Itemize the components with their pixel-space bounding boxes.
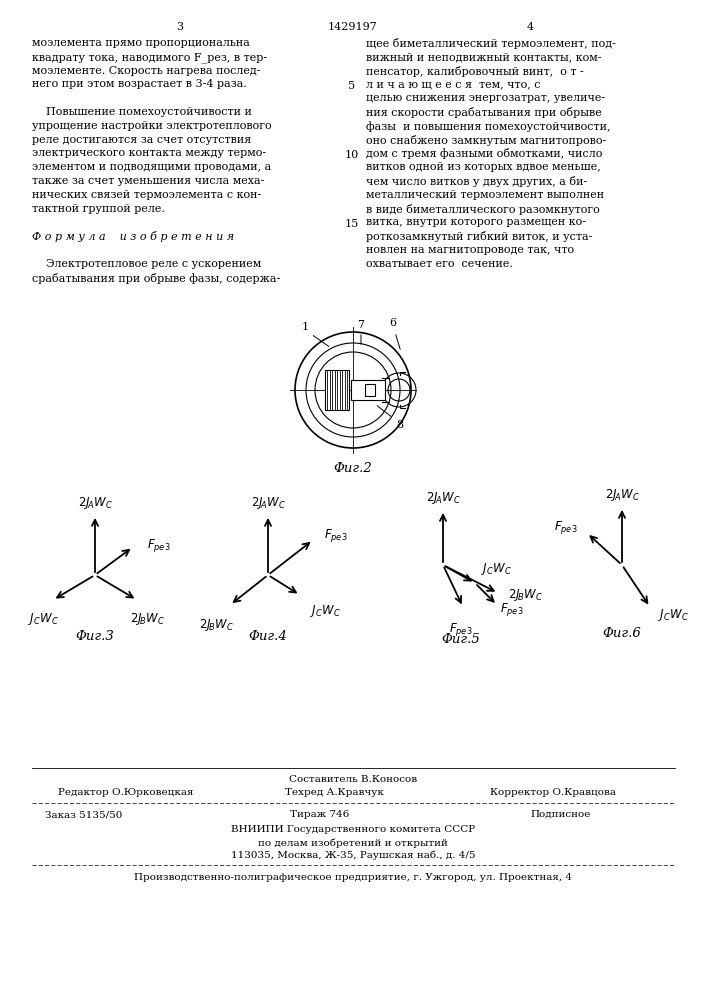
Text: роткозамкнутый гибкий виток, и уста-: роткозамкнутый гибкий виток, и уста- (366, 231, 592, 242)
Text: $2J_{\!A}W_C$: $2J_{\!A}W_C$ (78, 495, 112, 511)
Text: Редактор О.Юрковецкая: Редактор О.Юрковецкая (58, 788, 194, 797)
Text: 3: 3 (177, 22, 184, 32)
Text: ВНИИПИ Государственного комитета СССР: ВНИИПИ Государственного комитета СССР (231, 825, 475, 834)
Text: $J_CW_C$: $J_CW_C$ (481, 561, 512, 577)
Text: чем число витков у двух других, а би-: чем число витков у двух других, а би- (366, 176, 588, 187)
Text: Φиг.2: Φиг.2 (334, 462, 373, 475)
Text: $2J_{\!B}W_C$: $2J_{\!B}W_C$ (508, 587, 543, 603)
Text: упрощение настройки электротеплового: упрощение настройки электротеплового (32, 121, 271, 131)
Text: $2J_{\!A}W_C$: $2J_{\!A}W_C$ (426, 490, 460, 506)
Text: л и ч а ю щ е е с я  тем, что, с: л и ч а ю щ е е с я тем, что, с (366, 79, 540, 89)
Text: Электротепловое реле с ускорением: Электротепловое реле с ускорением (32, 259, 262, 269)
Text: 1: 1 (301, 322, 308, 332)
Text: $F_{pe3}$: $F_{pe3}$ (554, 518, 578, 536)
Text: $2J_{\!B}W_C$: $2J_{\!B}W_C$ (199, 617, 233, 633)
Text: Тираж 746: Тираж 746 (291, 810, 350, 819)
Text: электрического контакта между термо-: электрического контакта между термо- (32, 148, 266, 158)
Text: 10: 10 (345, 150, 359, 160)
Text: моэлементе. Скорость нагрева послед-: моэлементе. Скорость нагрева послед- (32, 66, 260, 76)
Text: Подписное: Подписное (530, 810, 590, 819)
Bar (351, 380, 385, 400)
Text: нических связей термоэлемента с кон-: нических связей термоэлемента с кон- (32, 190, 262, 200)
Text: целью снижения энергозатрат, увеличе-: целью снижения энергозатрат, увеличе- (366, 93, 605, 103)
Text: в виде биметаллического разомкнутого: в виде биметаллического разомкнутого (366, 204, 600, 215)
Text: Ф о р м у л а    и з о б р е т е н и я: Ф о р м у л а и з о б р е т е н и я (32, 231, 234, 242)
Text: 6: 6 (390, 318, 397, 328)
Text: $2J_{\!B}W_C$: $2J_{\!B}W_C$ (129, 611, 165, 627)
Bar (365, 384, 375, 396)
Text: вижный и неподвижный контакты, ком-: вижный и неподвижный контакты, ком- (366, 52, 602, 62)
Text: квадрату тока, наводимого F_рез, в тер-: квадрату тока, наводимого F_рез, в тер- (32, 52, 267, 63)
Text: $2J_{\!A}W_C$: $2J_{\!A}W_C$ (250, 495, 286, 511)
Text: $J_CW_C$: $J_CW_C$ (310, 603, 341, 619)
Text: 4: 4 (527, 22, 534, 32)
Text: $2J_{\!A}W_C$: $2J_{\!A}W_C$ (604, 487, 639, 503)
Text: Φиг.5: Φиг.5 (442, 633, 480, 646)
Text: новлен на магнитопроводе так, что: новлен на магнитопроводе так, что (366, 245, 574, 255)
Text: $F_{pe3}$: $F_{pe3}$ (449, 621, 473, 638)
Text: 5: 5 (349, 81, 356, 91)
Text: 15: 15 (345, 219, 359, 229)
Text: Техред А.Кравчук: Техред А.Кравчук (285, 788, 384, 797)
Text: Корректор О.Кравцова: Корректор О.Кравцова (490, 788, 616, 797)
Text: срабатывания при обрыве фазы, содержа-: срабатывания при обрыве фазы, содержа- (32, 273, 280, 284)
Bar (325, 370, 349, 410)
Text: Φиг.4: Φиг.4 (249, 630, 287, 643)
Text: $J_CW_C$: $J_CW_C$ (28, 611, 59, 627)
Text: реле достигаются за счет отсутствия: реле достигаются за счет отсутствия (32, 135, 251, 145)
Text: 8: 8 (396, 420, 403, 430)
Text: Заказ 5135/50: Заказ 5135/50 (45, 810, 122, 819)
Text: $F_{pe3}$: $F_{pe3}$ (500, 601, 524, 618)
Text: него при этом возрастает в 3-4 раза.: него при этом возрастает в 3-4 раза. (32, 79, 247, 89)
Text: охватывает его  сечение.: охватывает его сечение. (366, 259, 513, 269)
Text: по делам изобретений и открытий: по делам изобретений и открытий (258, 838, 448, 848)
Text: 113035, Москва, Ж-35, Раушская наб., д. 4/5: 113035, Москва, Ж-35, Раушская наб., д. … (230, 851, 475, 860)
Text: дом с тремя фазными обмотками, число: дом с тремя фазными обмотками, число (366, 148, 602, 159)
Text: $J_CW_C$: $J_CW_C$ (658, 607, 689, 623)
Text: Производственно-полиграфическое предприятие, г. Ужгород, ул. Проектная, 4: Производственно-полиграфическое предприя… (134, 873, 572, 882)
Text: фазы  и повышения помехоустойчивости,: фазы и повышения помехоустойчивости, (366, 121, 611, 132)
Text: тактной группой реле.: тактной группой реле. (32, 204, 165, 214)
Text: оно снабжено замкнутым магнитопрово-: оно снабжено замкнутым магнитопрово- (366, 135, 606, 146)
Text: витков одной из которых вдвое меньше,: витков одной из которых вдвое меньше, (366, 162, 601, 172)
Text: Повышение помехоустойчивости и: Повышение помехоустойчивости и (32, 107, 252, 117)
Text: $F_{pe3}$: $F_{pe3}$ (324, 526, 348, 544)
Text: $F_{pe3}$: $F_{pe3}$ (147, 536, 170, 554)
Text: Φиг.6: Φиг.6 (602, 627, 641, 640)
Text: также за счет уменьшения числа меха-: также за счет уменьшения числа меха- (32, 176, 264, 186)
Text: Составитель В.Коносов: Составитель В.Коносов (289, 775, 417, 784)
Text: 7: 7 (358, 320, 365, 330)
Text: пенсатор, калибровочный винт,  о т -: пенсатор, калибровочный винт, о т - (366, 66, 584, 77)
Text: Φиг.3: Φиг.3 (76, 630, 115, 643)
Text: моэлемента прямо пропорциональна: моэлемента прямо пропорциональна (32, 38, 250, 48)
Text: ния скорости срабатывания при обрыве: ния скорости срабатывания при обрыве (366, 107, 602, 118)
Text: элементом и подводящими проводами, а: элементом и подводящими проводами, а (32, 162, 271, 172)
Text: металлический термоэлемент выполнен: металлический термоэлемент выполнен (366, 190, 604, 200)
Text: щее биметаллический термоэлемент, под-: щее биметаллический термоэлемент, под- (366, 38, 616, 49)
Text: витка, внутри которого размещен ко-: витка, внутри которого размещен ко- (366, 217, 586, 227)
Text: 1429197: 1429197 (328, 22, 378, 32)
